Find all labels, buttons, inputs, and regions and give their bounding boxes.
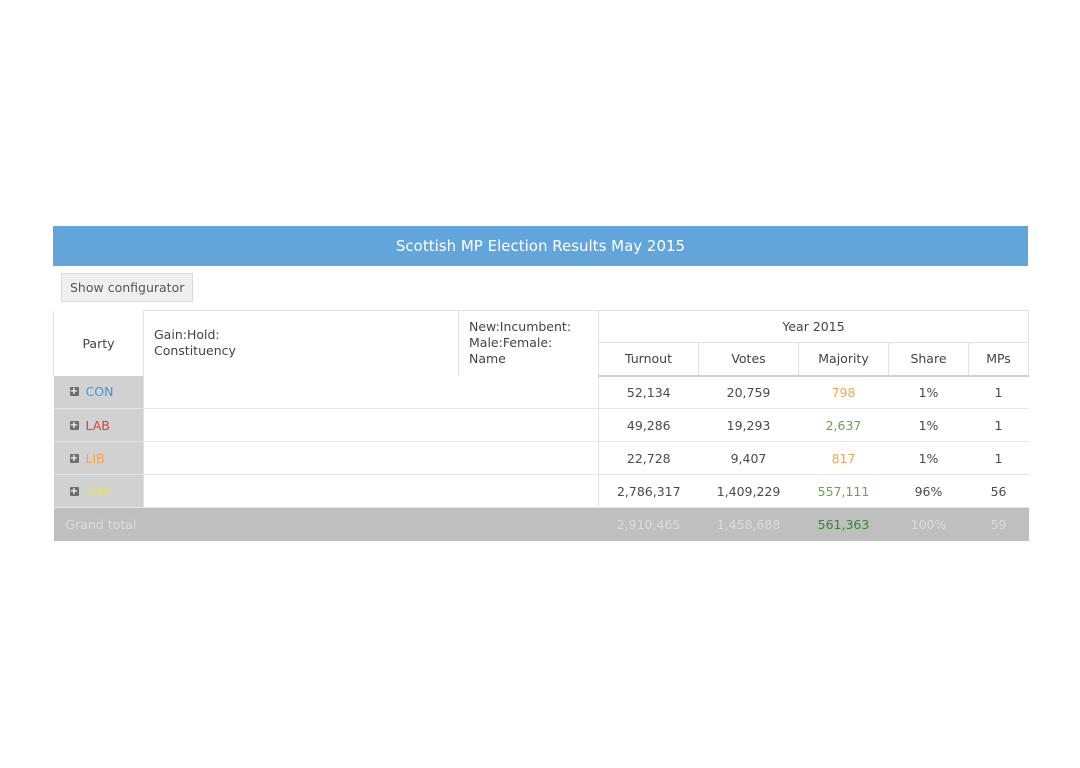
total-mps-cell: 59 [968,507,1029,541]
table-row: + SNP 2,786,317 1,409,229 557,111 96% 56 [53,474,1029,508]
pivot-table: Party Gain:Hold: Constituency New:Incumb… [53,310,1030,541]
mps-cell: 56 [968,474,1029,508]
report-title: Scottish MP Election Results May 2015 [395,237,686,255]
grand-total-row: Grand total 2,910,465 1,458,688 561,363 … [53,507,1029,541]
share-cell: 1% [888,375,969,409]
measure-header-mps[interactable]: MPs [967,342,1030,377]
party-cell[interactable]: + LIB [53,441,144,475]
toolbar: Show configurator [53,266,1028,310]
party-cell[interactable]: + SNP [53,474,144,508]
column-header-name[interactable]: New:Incumbent: Male:Female: Name [458,310,599,376]
pivot-panel: Scottish MP Election Results May 2015 Sh… [53,226,1030,541]
party-cell[interactable]: + LAB [53,408,144,442]
empty-cell [143,408,599,442]
plus-square-icon[interactable]: + [69,419,79,431]
measure-header-share[interactable]: Share [888,342,969,377]
votes-cell: 19,293 [698,408,799,442]
mps-cell: 1 [968,408,1029,442]
plus-square-icon[interactable]: + [69,485,79,497]
report-title-bar: Scottish MP Election Results May 2015 [53,226,1028,266]
total-share-cell: 100% [888,507,969,541]
party-label: SNP [85,483,111,499]
total-votes-cell: 1,458,688 [698,507,799,541]
measure-header-votes[interactable]: Votes [698,342,799,377]
table-row: + CON 52,134 20,759 798 1% 1 [53,375,1029,409]
column-header-constituency-label: Gain:Hold: Constituency [154,327,236,359]
empty-cell [143,375,599,409]
votes-cell: 9,407 [698,441,799,475]
party-label: LIB [85,450,105,466]
column-header-year[interactable]: Year 2015 [597,310,1030,343]
show-configurator-button[interactable]: Show configurator [61,273,194,302]
party-cell[interactable]: + CON [53,375,144,409]
mps-cell: 1 [968,441,1029,475]
votes-cell: 20,759 [698,375,799,409]
measure-header-turnout[interactable]: Turnout [598,342,699,377]
turnout-cell: 22,728 [598,441,699,475]
measure-header-majority[interactable]: Majority [798,342,889,377]
column-header-name-label: New:Incumbent: Male:Female: Name [469,319,572,367]
majority-cell: 817 [798,441,889,475]
empty-cell [143,441,599,475]
grand-total-label: Grand total [53,507,599,541]
column-header-constituency[interactable]: Gain:Hold: Constituency [143,310,459,376]
party-label: LAB [85,417,110,433]
table-row: + LAB 49,286 19,293 2,637 1% 1 [53,408,1029,442]
majority-cell: 557,111 [798,474,889,508]
party-label: CON [85,384,114,400]
majority-cell: 798 [798,375,889,409]
share-cell: 96% [888,474,969,508]
table-row: + LIB 22,728 9,407 817 1% 1 [53,441,1029,475]
turnout-cell: 52,134 [598,375,699,409]
measure-header-row: Turnout Votes Majority Share MPs [54,342,1030,377]
mps-cell: 1 [968,375,1029,409]
plus-square-icon[interactable]: + [69,386,79,398]
total-majority-cell: 561,363 [798,507,889,541]
column-header-party[interactable]: Party [53,310,144,376]
majority-cell: 2,637 [798,408,889,442]
votes-cell: 1,409,229 [698,474,799,508]
plus-square-icon[interactable]: + [69,452,79,464]
turnout-cell: 49,286 [598,408,699,442]
empty-cell [143,474,599,508]
turnout-cell: 2,786,317 [598,474,699,508]
share-cell: 1% [888,408,969,442]
share-cell: 1% [888,441,969,475]
total-turnout-cell: 2,910,465 [598,507,699,541]
